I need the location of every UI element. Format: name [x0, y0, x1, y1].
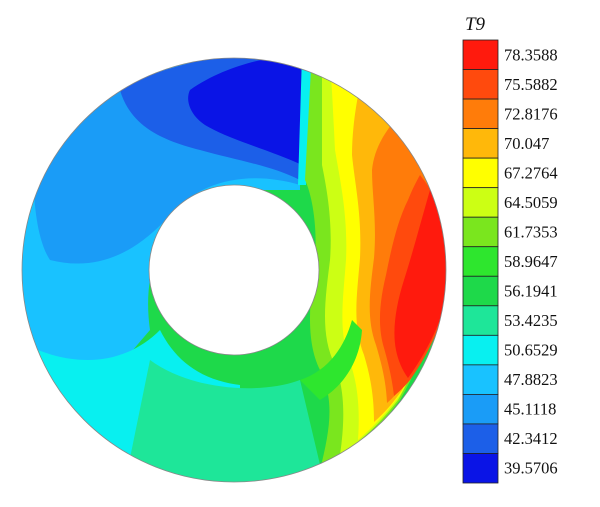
legend-swatch: [462, 216, 499, 248]
legend-label: 58.9647: [504, 252, 558, 271]
legend-swatch: [462, 423, 499, 454]
legend-label: 75.5882: [504, 75, 558, 94]
legend-swatch: [462, 246, 499, 277]
legend-label: 50.6529: [504, 341, 558, 360]
inner-hole: [148, 184, 320, 356]
legend-label: 39.5706: [504, 459, 558, 478]
legend-swatch: [462, 364, 499, 395]
region-deepest-blue: [188, 58, 302, 165]
legend-swatch: [462, 128, 499, 159]
legend-swatch: [462, 98, 499, 129]
legend-label: 45.1118: [504, 400, 556, 419]
legend-swatch: [462, 275, 499, 307]
legend-swatch: [462, 334, 499, 366]
legend-label: 72.8176: [504, 104, 558, 123]
outer-boundary: [21, 57, 447, 483]
seam-streak: [298, 58, 312, 185]
legend-swatch: [462, 453, 499, 484]
legend-label: 64.5059: [504, 193, 558, 212]
legend-label: 70.047: [504, 134, 549, 153]
legend-label: 53.4235: [504, 311, 558, 330]
region-right-red: [394, 190, 446, 378]
legend-swatch: [462, 157, 499, 189]
legend-label: 56.1941: [504, 282, 558, 301]
legend-swatch: [462, 305, 499, 336]
legend-label: 47.8823: [504, 370, 558, 389]
legend-swatch: [462, 69, 499, 100]
legend-label: 42.3412: [504, 429, 558, 448]
legend-title: T9: [465, 14, 486, 35]
legend-label: 61.7353: [504, 222, 558, 241]
legend-swatch: [462, 187, 499, 218]
legend-swatch: [462, 393, 499, 425]
region-inner-green: [300, 320, 362, 400]
legend-label: 67.2764: [504, 163, 558, 182]
region-bottom-teal: [120, 360, 330, 482]
color-legend: T9 78.3588 75.5882 72.8176 70.047 67.2764 64.…: [462, 14, 558, 484]
legend-label: 78.3588: [504, 45, 558, 64]
legend-swatch: [462, 39, 499, 70]
